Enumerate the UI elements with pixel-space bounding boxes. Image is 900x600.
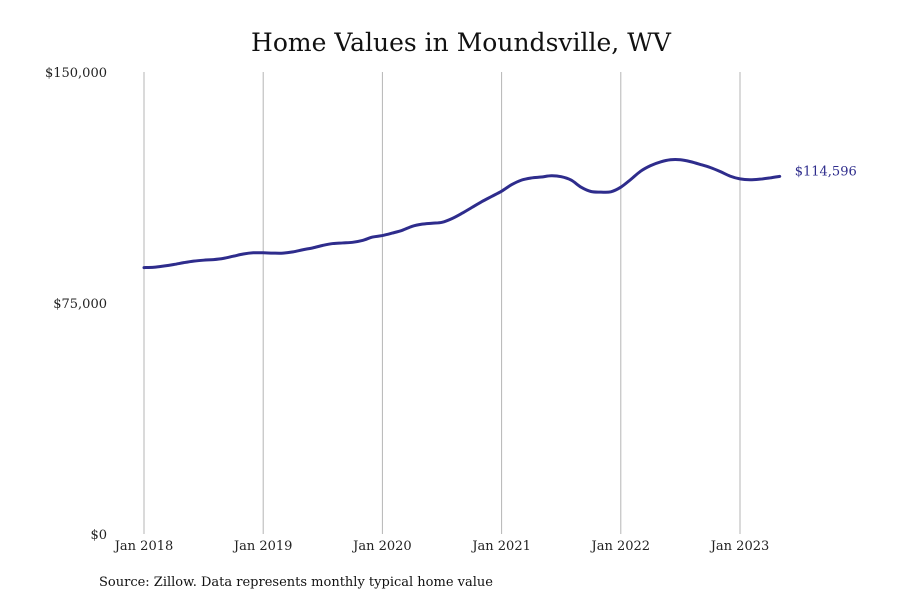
y-tick-label: $75,000 [53,297,107,312]
x-tick-label: Jan 2023 [709,539,770,554]
end-value-label: $114,596 [795,164,857,179]
y-tick-label: $150,000 [45,66,107,81]
x-axis-ticks: Jan 2018 Jan 2019 Jan 2020 Jan 2021 Jan 2022… [113,539,770,554]
chart-title: Home Values in Moundsville, WV [251,28,672,57]
x-tick-label: Jan 2019 [232,539,293,554]
x-tick-label: Jan 2018 [113,539,174,554]
source-note: Source: Zillow. Data represents monthly … [99,575,493,590]
gridlines [143,72,741,534]
y-tick-label: $0 [90,528,107,543]
x-tick-label: Jan 2022 [590,539,651,554]
x-tick-label: Jan 2021 [470,539,531,554]
y-axis-ticks: $0 $75,000 $150,000 [45,66,107,543]
series-line [142,158,782,270]
x-tick-label: Jan 2020 [351,539,412,554]
